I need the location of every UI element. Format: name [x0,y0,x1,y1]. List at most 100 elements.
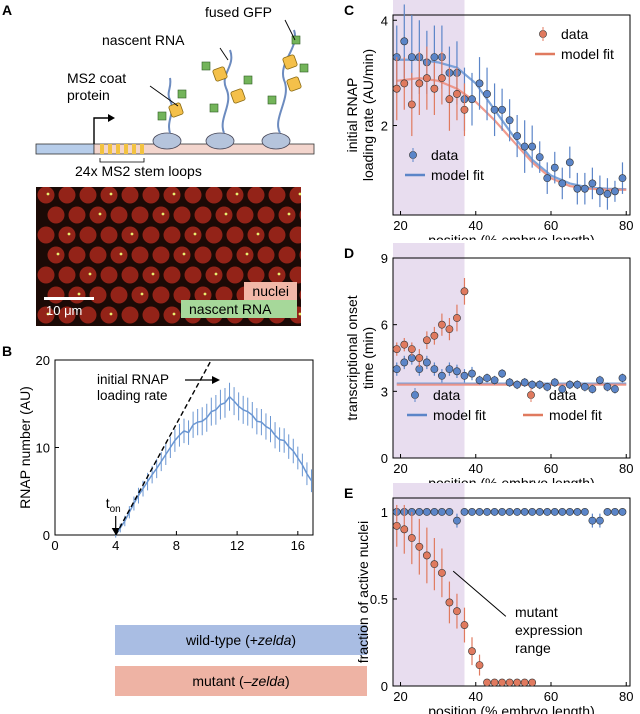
wild-type-data-point [513,508,522,516]
panel-letter-a: A [2,2,13,18]
mutant-data-point [400,79,409,88]
mutant-legend-fit-label: model fit [549,407,602,423]
nucleus-blob [79,187,97,204]
wild-type-data-point [558,385,567,394]
nucleus-blob [173,206,191,224]
wild-type-prefix: wild-type (+ [185,632,258,648]
rna-spot [256,232,260,236]
wild-type-data-point [550,378,559,387]
tss-arrow-icon [93,117,108,144]
mutant-data-point [445,598,454,607]
nucleus-blob [110,286,128,304]
micrograph-nuclei [37,187,301,324]
mutant-data-point [438,568,446,577]
y-tick-label: 2 [381,119,388,134]
wild-type-data-point [588,179,597,188]
wild-type-data-point [565,158,574,167]
mutant-data-point [422,74,431,83]
nucleus-blob [37,187,55,204]
nascent-rna-label-box: nascent RNA [181,300,297,318]
mutant-data-point [438,74,446,83]
mutant-range-shading [393,243,465,458]
nucleus-blob [37,306,55,324]
rna-spot [287,212,291,216]
wild-type-data-point [596,187,604,196]
wild-type-data-point [483,374,491,382]
nucleus-blob [79,226,97,244]
wild-type-data-point [468,95,476,104]
nascent-rna-label: nascent RNA [102,32,185,48]
nucleus-blob [100,266,118,284]
mutant-data-point [453,314,461,322]
wild-type-data-point [490,508,499,516]
coat-protein-line2: protein [67,87,110,103]
mutant-data-point [430,84,439,93]
rna-spot [67,232,71,236]
wild-type-data-point [520,378,529,387]
mutant-data-point [392,521,401,530]
wild-type-data-point [528,508,537,516]
y-tick-label: 0 [381,451,388,466]
nucleus-blob [142,266,160,284]
wild-type-data-point [618,508,627,516]
mutant-data-point [415,79,424,88]
rna-spot [224,212,228,216]
chart-onset-time: 20 40 60 80 0 3 6 9 position (% embryo length) tr… [344,243,633,483]
mutant-data-point [475,661,484,670]
coat-protein-line1: MS2 coat [67,70,127,86]
wild-type-data-point [483,90,491,98]
nucleus-blob [184,187,202,204]
x-tick-label: 80 [619,689,633,704]
nucleus-blob [100,187,118,204]
wild-type-gene: zelda [257,632,292,648]
rna-spot [193,232,197,236]
nucleus-blob [247,266,265,284]
mutant-range-shading [393,0,465,215]
wild-type-data-point [475,79,484,88]
wild-type-data-point [400,358,409,367]
wild-type-data-point [468,369,476,378]
wild-type-data-point [490,376,499,385]
mutant-data-point [407,534,416,542]
wild-type-data-point [573,508,582,516]
mutant-data-point [400,525,409,534]
wild-type-data-point [422,508,431,516]
nucleus-blob [226,226,244,244]
wild-type-data-point [596,516,604,525]
y-tick-label: 0.5 [370,592,388,607]
rna-spot [46,312,50,316]
nucleus-blob [278,206,296,224]
panel-letter-d: D [344,245,355,261]
ms2-schematic [35,19,315,163]
wild-type-data-point [475,508,484,516]
nucleus-blob [205,226,223,244]
nucleus-blob [68,246,86,264]
ton-label: ton [106,495,121,515]
x-tick-label: 40 [469,461,483,476]
mutant-data-point [528,678,537,687]
wild-type-data-point [468,508,476,516]
x-tick-label: 8 [173,538,180,550]
polymerase-2 [201,49,253,150]
nucleus-blob [236,246,254,264]
wild-type-data-point [445,365,454,374]
annotation-line1: mutant [515,604,558,620]
wild-type-data-point [528,380,537,389]
nucleus-blob [299,250,301,260]
chart-active-fraction: 20 40 60 80 0 0.5 1 position (% embryo length) f… [355,483,633,714]
nucleus-blob [184,266,202,284]
trace-line [115,395,313,536]
rna-spot [277,272,281,276]
nucleus-blob [47,286,65,304]
mutant-legend-box: mutant (– zelda) [115,666,367,696]
stem-loop-stripes [100,144,144,154]
nucleus-blob [163,266,181,284]
wild-type-data-point [415,508,424,516]
rna-spot [298,192,301,196]
nucleus-blob [68,286,86,304]
nucleus-blob [89,206,107,224]
mutant-data-point [400,340,409,349]
initial-rate-annotation-line2: loading rate [97,388,168,403]
wild-type-data-point [535,380,544,389]
mutant-data-point [453,90,461,98]
